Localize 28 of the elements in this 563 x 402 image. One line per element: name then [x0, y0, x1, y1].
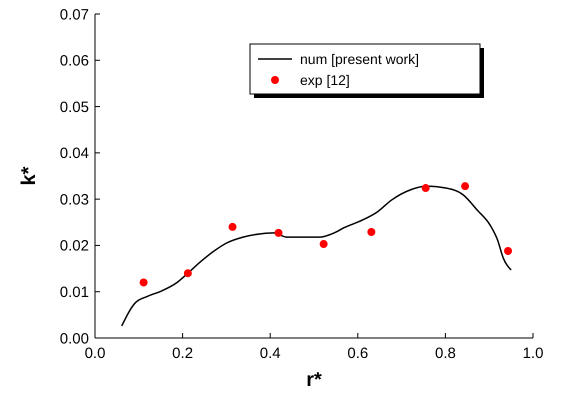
x-tick-label: 1.0 [522, 345, 544, 362]
y-tick-label: 0.01 [60, 284, 89, 301]
x-tick-label: 0.4 [260, 345, 281, 362]
y-tick-label: 0.03 [60, 191, 89, 208]
point [504, 246, 512, 255]
y-tick-label: 0.07 [60, 6, 89, 24]
x-tick-label: 0.0 [84, 345, 106, 362]
point [422, 184, 430, 192]
y-tick-label: 0.05 [60, 98, 89, 116]
line-series [120, 185, 512, 327]
point [140, 278, 148, 286]
y-tick-label: 0.02 [60, 238, 89, 255]
y-tick-label: 0.06 [60, 52, 89, 70]
y-axis-title: k* [18, 166, 40, 186]
point [461, 182, 470, 190]
legend-label: num [present work] [300, 50, 420, 67]
point [320, 240, 328, 248]
point [367, 228, 376, 236]
x-axis-title: r* [306, 369, 322, 391]
x-tick-label: 0.8 [434, 345, 456, 362]
x-tick-label: 0.2 [172, 345, 194, 362]
y-tick-label: 0.00 [60, 330, 89, 348]
point [184, 269, 192, 278]
x-tick-label: 0.6 [347, 345, 368, 362]
legend-label: exp [12] [300, 72, 350, 88]
point [274, 228, 283, 237]
point [228, 222, 237, 231]
y-tick-label: 0.04 [60, 145, 89, 162]
